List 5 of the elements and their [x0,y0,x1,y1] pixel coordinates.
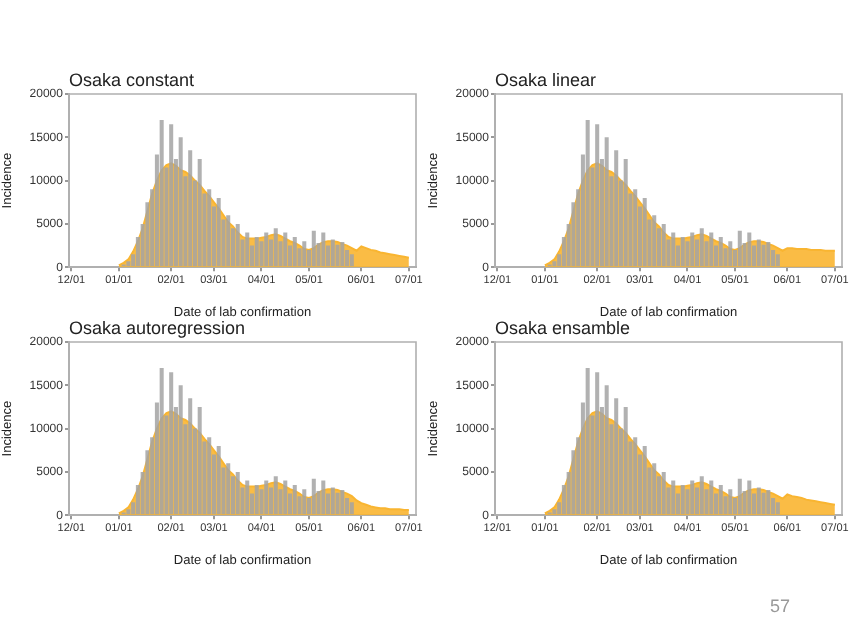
chart-title: Osaka linear [494,69,597,90]
chart-title: Osaka autoregression [68,317,246,338]
text: 57 [770,596,791,616]
chart-title: Osaka ensamble [494,317,631,338]
chart-title: Osaka constant [68,69,196,90]
